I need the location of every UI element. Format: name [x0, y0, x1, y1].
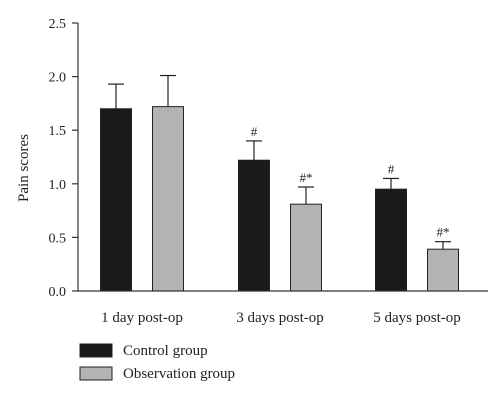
- y-tick-label: 0.0: [49, 285, 67, 300]
- bar-observation-2: [427, 248, 459, 292]
- y-tick-label: 2.0: [49, 71, 67, 86]
- bar-control-1: [238, 159, 270, 292]
- y-axis-ticks: 0.0 0.5 1.0 1.5 2.0 2.5: [49, 17, 78, 300]
- y-axis-title: Pain scores: [16, 134, 32, 202]
- y-tick-label: 0.5: [49, 231, 67, 246]
- significance-annotations: # # #* #*: [251, 124, 450, 240]
- legend-label: Control group: [123, 343, 208, 359]
- bar-control-0: [100, 108, 132, 292]
- legend-swatch: [79, 343, 113, 358]
- bar-control-2: [375, 188, 407, 292]
- x-category-label: 1 day post-op: [101, 310, 183, 326]
- significance-mark: #: [251, 124, 258, 139]
- legend: Control group Observation group: [79, 343, 235, 382]
- x-axis-labels: 1 day post-op 3 days post-op 5 days post-o…: [101, 310, 461, 326]
- x-category-label: 3 days post-op: [236, 310, 324, 326]
- x-category-label: 5 days post-op: [373, 310, 461, 326]
- significance-mark: #*: [300, 170, 313, 185]
- y-tick-label: 1.5: [49, 124, 67, 139]
- legend-label: Observation group: [123, 366, 235, 382]
- legend-swatch: [79, 366, 113, 381]
- y-tick-label: 1.0: [49, 178, 67, 193]
- y-tick-label: 2.5: [49, 17, 67, 32]
- bar-observation-1: [290, 203, 322, 292]
- bar-observation-0: [152, 106, 184, 292]
- significance-mark: #*: [437, 225, 450, 240]
- significance-mark: #: [388, 161, 395, 176]
- error-bars: [108, 74, 451, 250]
- bars: [100, 106, 459, 292]
